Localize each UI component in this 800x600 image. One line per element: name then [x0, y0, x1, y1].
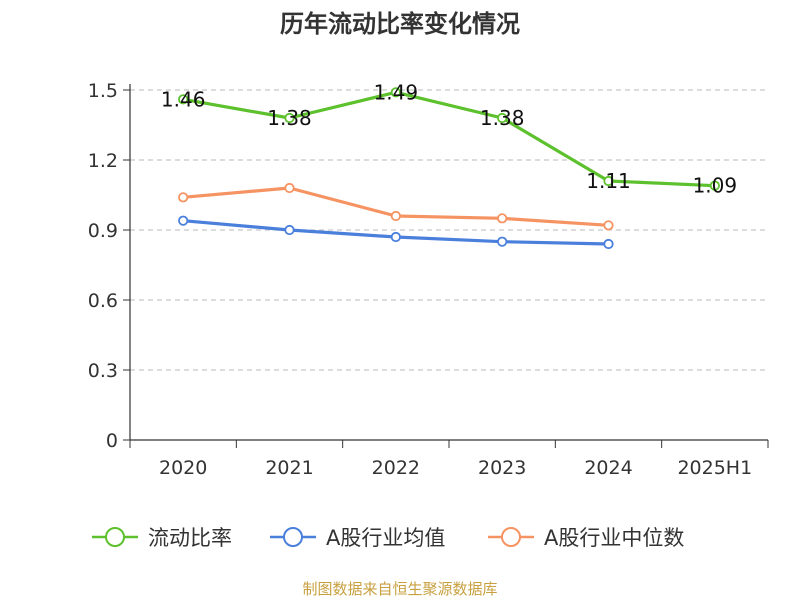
- series-line-0: [181, 90, 717, 188]
- y-tick-label: 0.3: [88, 360, 118, 382]
- data-label: 1.11: [586, 169, 631, 193]
- grid-lines: [130, 89, 768, 371]
- data-label: 1.49: [374, 80, 419, 104]
- y-tick-label: 1.5: [88, 80, 118, 102]
- data-point: [178, 94, 189, 105]
- y-tick-label: 1.2: [88, 150, 118, 172]
- data-point: [497, 213, 508, 224]
- legend: 流动比率 A股行业均值 A股行业中位数: [92, 526, 684, 550]
- x-tick-label: 2022: [372, 457, 420, 479]
- data-point: [497, 112, 508, 124]
- data-label: 1.09: [693, 174, 738, 198]
- series-group: 1.46 1.38 1.49 1.38 1.11 1.09: [161, 80, 738, 250]
- legend-marker: [501, 527, 521, 547]
- data-point: [497, 236, 508, 247]
- legend-marker: [283, 527, 303, 547]
- data-point: [390, 87, 401, 98]
- data-point: [284, 182, 295, 194]
- data-point: [178, 192, 189, 203]
- y-tick-label: 0: [106, 430, 118, 452]
- chart-title: 历年流动比率变化情况: [280, 10, 520, 38]
- data-point: [284, 224, 295, 236]
- legend-label[interactable]: 流动比率: [148, 526, 232, 550]
- legend-label[interactable]: A股行业均值: [326, 526, 445, 550]
- legend-label[interactable]: A股行业中位数: [544, 526, 684, 550]
- x-tick-label: 2021: [265, 457, 313, 479]
- data-point: [284, 112, 295, 124]
- data-point: [390, 210, 401, 222]
- x-tick-label: 2023: [478, 457, 526, 479]
- y-tick-label: 0.9: [88, 220, 118, 242]
- data-point: [178, 215, 189, 226]
- data-point: [603, 175, 614, 187]
- source-note: 制图数据来自恒生聚源数据库: [302, 580, 497, 598]
- data-point: [603, 220, 614, 231]
- data-label: 1.46: [161, 87, 206, 111]
- x-tick-label: 2020: [159, 457, 207, 479]
- x-tick-label: 2025H1: [677, 457, 752, 479]
- x-tick-label: 2024: [584, 457, 632, 479]
- data-point: [709, 180, 720, 191]
- y-tick-label: 0.6: [88, 290, 118, 312]
- axes: 0 0.3 0.6 0.9 1.2 1.5 2020 2021 2022 2023 2024 2025…: [88, 80, 769, 479]
- legend-marker: [105, 527, 125, 547]
- data-label: 1.38: [480, 106, 525, 130]
- data-label: 1.38: [267, 106, 312, 130]
- data-point: [390, 231, 401, 243]
- data-point: [603, 238, 614, 250]
